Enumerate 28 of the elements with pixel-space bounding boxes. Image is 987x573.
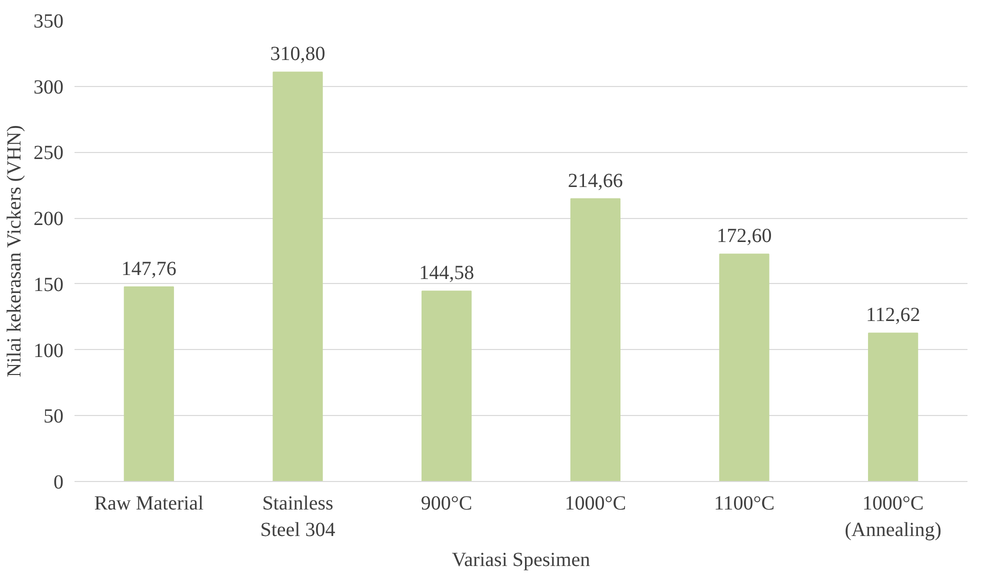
data-label: 144,58 bbox=[419, 262, 474, 284]
data-label: 172,60 bbox=[716, 225, 772, 248]
bar bbox=[422, 290, 472, 482]
x-tick-label: 900°C bbox=[420, 492, 472, 514]
y-tick-label: 0 bbox=[54, 472, 64, 494]
data-label: 147,76 bbox=[121, 258, 176, 280]
y-tick-label: 200 bbox=[34, 208, 64, 230]
bar bbox=[570, 198, 620, 482]
y-tick-label: 150 bbox=[34, 274, 64, 296]
x-tick-label: Stainless Steel 304 bbox=[260, 492, 336, 541]
y-axis-title: Nilai kekerasan Vickers (VHN) bbox=[4, 125, 26, 378]
x-tick-label: 1100°C bbox=[714, 492, 775, 514]
y-tick-label: 350 bbox=[34, 10, 64, 32]
x-tick-label: 1000°C (Annealing) bbox=[844, 492, 942, 541]
x-tick-label: 1000°C bbox=[564, 492, 626, 514]
y-tick-label: 250 bbox=[34, 142, 64, 164]
bar bbox=[868, 332, 918, 482]
x-tick-label: Raw Material bbox=[94, 492, 204, 514]
y-tick-label: 100 bbox=[34, 340, 64, 362]
bar bbox=[124, 286, 174, 482]
y-tick-label: 50 bbox=[44, 406, 64, 428]
data-label: 214,66 bbox=[568, 170, 623, 192]
data-label: 112,62 bbox=[866, 304, 920, 326]
bar bbox=[719, 254, 770, 482]
data-label: 310,80 bbox=[270, 43, 326, 66]
bar bbox=[272, 72, 323, 482]
y-tick-label: 300 bbox=[34, 76, 64, 98]
x-axis-title: Variasi Spesimen bbox=[452, 548, 590, 571]
